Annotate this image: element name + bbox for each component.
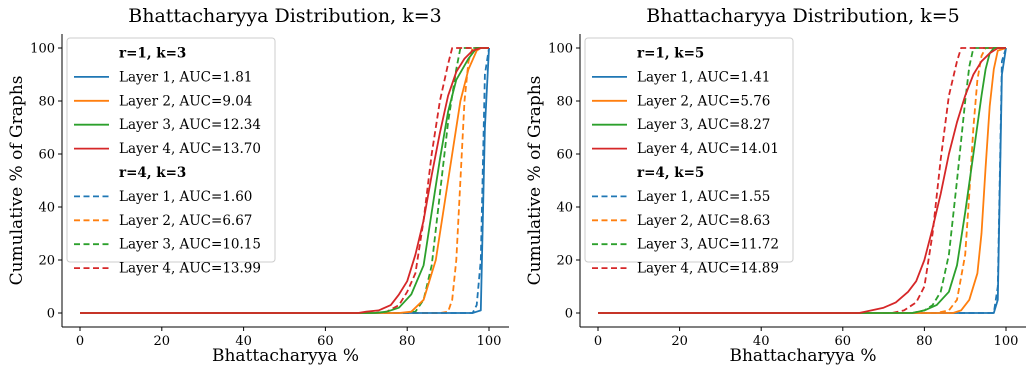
legend-entry-label: Layer 4, AUC=13.99	[119, 261, 261, 277]
legend-entry-label: Layer 3, AUC=11.72	[637, 237, 779, 253]
x-tick-label: 40	[235, 334, 252, 349]
y-tick-label: 60	[38, 148, 55, 163]
legend-entry-label: Layer 1, AUC=1.81	[119, 69, 252, 85]
x-axis-label: Bhattacharyya %	[729, 346, 876, 366]
legend-box	[584, 37, 794, 263]
y-tick-label: 20	[38, 254, 55, 269]
legend-entry-label: Layer 4, AUC=14.01	[637, 141, 779, 157]
chart-panel-2: Bhattacharyya Distribution, k=5 0 20 40 60 80…	[525, 5, 1026, 366]
chart-title: Bhattacharyya Distribution, k=3	[128, 5, 442, 27]
x-tick-label: 80	[399, 334, 416, 349]
series-line-r4-layer-4	[598, 47, 1006, 314]
x-tick-label: 80	[916, 334, 933, 349]
legend-entry-label: Layer 2, AUC=5.76	[637, 93, 770, 109]
series-line-r4-layer-2	[598, 47, 1006, 314]
x-tick-label: 100	[477, 334, 502, 349]
x-tick-label: 0	[594, 334, 602, 349]
x-tick-label: 40	[753, 334, 770, 349]
series-line-r4-layer-3	[80, 47, 489, 314]
x-tick-label: 20	[671, 334, 688, 349]
x-tick-label: 60	[835, 334, 852, 349]
x-tick-label: 60	[317, 334, 334, 349]
series-line-r1-layer-2	[80, 47, 489, 314]
legend-entry-label: Layer 1, AUC=1.60	[119, 189, 252, 205]
legend-entry-label: Layer 2, AUC=6.67	[119, 213, 252, 229]
y-axis-label: Cumulative % of Graphs	[525, 76, 545, 286]
legend-heading: r=4, k=5	[637, 165, 704, 181]
y-tick-label: 0	[47, 307, 55, 322]
x-axis-label: Bhattacharyya %	[212, 346, 359, 366]
y-tick-label: 40	[556, 201, 573, 216]
series-line-r1-layer-4	[598, 47, 1006, 314]
chart-panel-1: Bhattacharyya Distribution, k=3 0 20 40 60 80…	[7, 5, 509, 366]
chart-title: Bhattacharyya Distribution, k=5	[646, 5, 960, 27]
y-tick-label: 80	[38, 95, 55, 110]
legend-entry-label: Layer 1, AUC=1.41	[637, 69, 770, 85]
legend-entry-label: Layer 3, AUC=8.27	[637, 117, 770, 133]
legend-entry-label: Layer 1, AUC=1.55	[637, 189, 770, 205]
y-axis-label: Cumulative % of Graphs	[7, 76, 27, 286]
series-line-r1-layer-4	[80, 47, 489, 314]
legend-box	[66, 37, 276, 263]
y-tick-label: 100	[30, 42, 55, 57]
legend-entry-label: Layer 4, AUC=13.70	[119, 141, 261, 157]
y-tick-label: 60	[556, 148, 573, 163]
x-tick-label: 0	[76, 334, 84, 349]
y-tick-label: 20	[556, 254, 573, 269]
legend-heading: r=1, k=5	[637, 46, 704, 62]
y-tick-label: 0	[565, 307, 573, 322]
legend-entry-label: Layer 2, AUC=9.04	[119, 93, 252, 109]
series-line-r1-layer-2	[598, 47, 1007, 314]
series-line-r4-layer-3	[598, 47, 1006, 314]
legend-entry-label: Layer 4, AUC=14.89	[637, 261, 779, 277]
y-tick-label: 40	[38, 201, 55, 216]
legend-heading: r=4, k=3	[119, 165, 186, 181]
y-tick-label: 80	[556, 95, 573, 110]
legend-heading: r=1, k=3	[119, 46, 186, 62]
x-tick-label: 100	[994, 334, 1019, 349]
y-tick-label: 100	[548, 42, 573, 57]
x-tick-label: 20	[154, 334, 171, 349]
legend-entry-label: Layer 2, AUC=8.63	[637, 213, 770, 229]
legend-entry-label: Layer 3, AUC=12.34	[119, 117, 261, 133]
series-line-r1-layer-3	[80, 47, 489, 314]
legend-entry-label: Layer 3, AUC=10.15	[119, 237, 261, 253]
